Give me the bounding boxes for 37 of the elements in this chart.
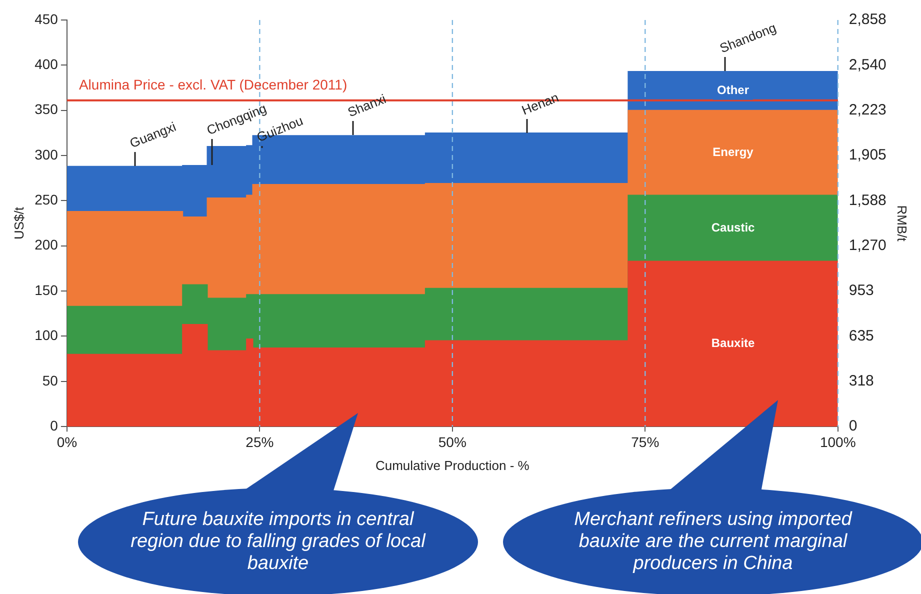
y2-tick-label: 2,223 bbox=[848, 101, 886, 118]
series-label: Bauxite bbox=[711, 336, 756, 350]
text: Future bauxite imports in central region due to falling grades of local bauxite bbox=[78, 488, 478, 594]
annotation: Shanxi bbox=[346, 91, 388, 120]
y-tick-label: 200 bbox=[34, 236, 58, 253]
y2-tick-label: 1,270 bbox=[848, 237, 886, 254]
x-tick-label: 50% bbox=[438, 434, 466, 450]
x-tick-label: 100% bbox=[820, 434, 856, 450]
y-tick-label: 100 bbox=[34, 327, 58, 344]
y-tick-label: 350 bbox=[34, 101, 58, 118]
x-axis-title: Cumulative Production - % bbox=[375, 458, 530, 473]
y2-tick-label: 0 bbox=[848, 418, 858, 435]
text: Merchant refiners using imported bauxite are the current marginal producers in China bbox=[503, 488, 921, 594]
y-tick-label: 150 bbox=[34, 282, 58, 298]
annotation: Henan bbox=[520, 90, 561, 118]
series-label: Caustic bbox=[711, 220, 756, 235]
y2-axis-title: RMB/t bbox=[894, 205, 910, 242]
series-label: Other bbox=[717, 83, 750, 98]
ref-line-label: Alumina Price - excl. VAT (December 2011) bbox=[78, 76, 348, 92]
y2-tick-label: 318 bbox=[848, 372, 874, 390]
y2-tick-label: 2,540 bbox=[848, 56, 886, 74]
y-tick-label: 400 bbox=[34, 56, 58, 72]
x-tick-label: 75% bbox=[631, 434, 660, 450]
y2-tick-label: 1,588 bbox=[848, 192, 886, 209]
y2-tick-label: 1,905 bbox=[848, 146, 886, 164]
y-tick-label: 50 bbox=[42, 372, 58, 388]
series-label: Energy bbox=[712, 145, 754, 160]
y2-tick-label: 635 bbox=[848, 327, 874, 344]
y-tick-label: 250 bbox=[34, 192, 58, 208]
y-axis-title: US$/t bbox=[11, 206, 26, 240]
y2-tick-label: 2,858 bbox=[848, 11, 886, 28]
y-tick-label: 300 bbox=[34, 146, 58, 162]
x-tick-label: 25% bbox=[246, 434, 274, 450]
x-tick-label: 0% bbox=[56, 434, 78, 450]
y-tick-label: 450 bbox=[34, 10, 58, 27]
y2-tick-label: 953 bbox=[848, 282, 874, 300]
y-tick-label: 0 bbox=[50, 417, 58, 434]
